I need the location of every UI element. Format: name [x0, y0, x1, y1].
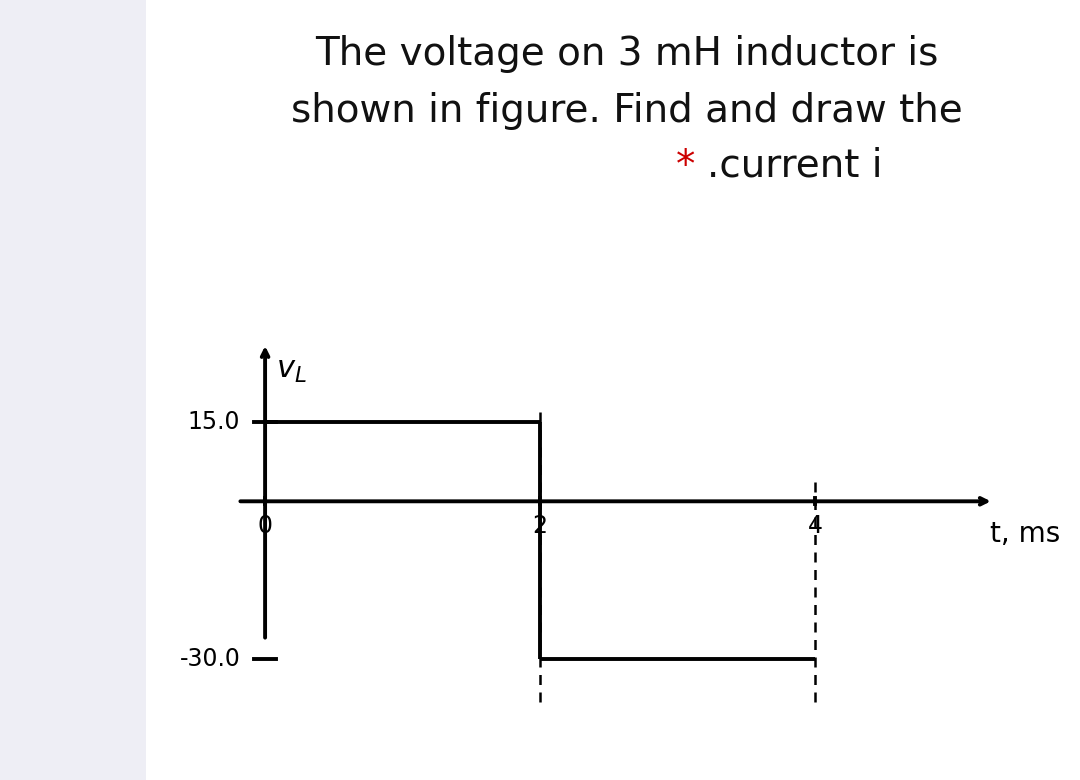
Text: 0: 0: [258, 515, 272, 538]
Text: 15.0: 15.0: [188, 410, 241, 434]
Text: .current i: .current i: [707, 147, 883, 185]
Text: shown in figure. Find and draw the: shown in figure. Find and draw the: [291, 92, 962, 130]
Text: *: *: [676, 147, 707, 185]
Text: -30.0: -30.0: [179, 647, 241, 672]
Text: 4: 4: [808, 515, 822, 538]
Text: 2: 2: [532, 515, 548, 538]
Text: $\boldsymbol{v_L}$: $\boldsymbol{v_L}$: [276, 356, 307, 385]
Text: The voltage on 3 mH inductor is: The voltage on 3 mH inductor is: [314, 35, 939, 73]
Text: t, ms: t, ms: [990, 519, 1061, 548]
